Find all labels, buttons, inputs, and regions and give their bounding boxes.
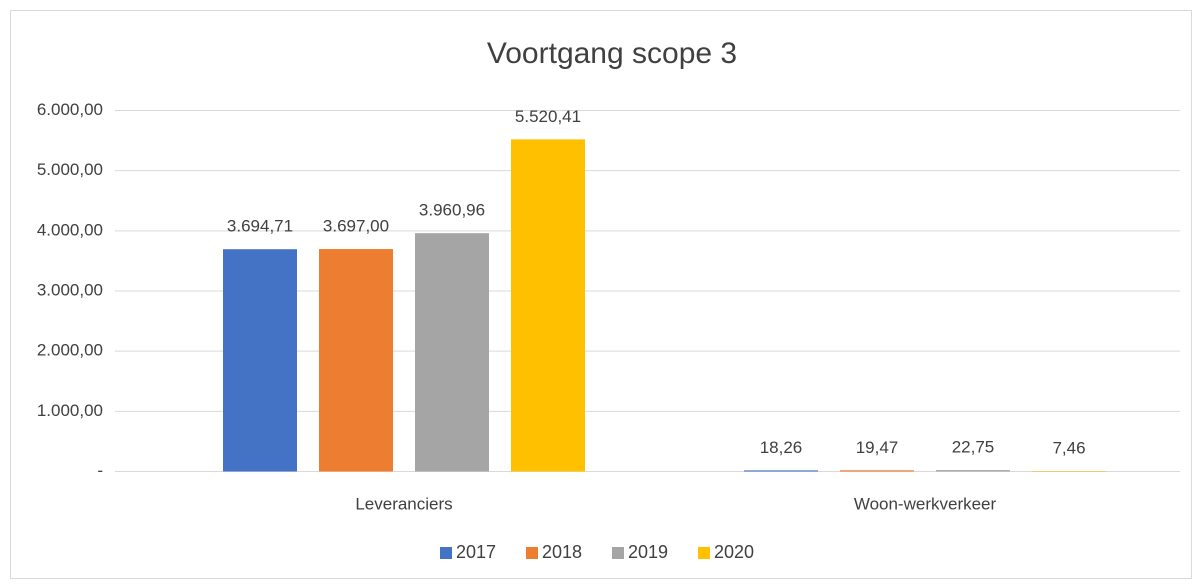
legend-swatch — [440, 547, 452, 559]
bar — [1032, 471, 1106, 472]
x-tick-label: Woon-werkverkeer — [854, 494, 997, 513]
chart-frame — [10, 10, 1192, 579]
x-tick-label: Leveranciers — [355, 494, 452, 513]
legend-swatch — [526, 547, 538, 559]
data-label: 22,75 — [952, 438, 995, 457]
y-tick-label: 2.000,00 — [37, 341, 103, 360]
bar — [415, 233, 489, 472]
data-label: 7,46 — [1052, 439, 1085, 458]
legend-label: 2017 — [456, 542, 496, 562]
bar — [840, 470, 914, 472]
bar — [223, 249, 297, 472]
data-label: 3.697,00 — [323, 217, 389, 236]
legend-label: 2020 — [714, 542, 754, 562]
bar — [744, 470, 818, 472]
data-label: 3.960,96 — [419, 201, 485, 220]
data-label: 5.520,41 — [515, 107, 581, 126]
bar — [319, 249, 393, 472]
legend-label: 2019 — [628, 542, 668, 562]
data-label: 3.694,71 — [227, 217, 293, 236]
legend-swatch — [698, 547, 710, 559]
y-tick-label: 6.000,00 — [37, 100, 103, 119]
data-label: 18,26 — [760, 438, 803, 457]
chart-title: Voortgang scope 3 — [487, 37, 737, 70]
legend-label: 2018 — [542, 542, 582, 562]
bar — [936, 470, 1010, 472]
y-tick-label: - — [97, 461, 103, 480]
y-tick-label: 5.000,00 — [37, 160, 103, 179]
y-tick-label: 3.000,00 — [37, 280, 103, 299]
data-label: 19,47 — [856, 438, 899, 457]
legend-swatch — [612, 547, 624, 559]
y-tick-label: 1.000,00 — [37, 401, 103, 420]
bar — [511, 139, 585, 472]
y-tick-label: 4.000,00 — [37, 220, 103, 239]
